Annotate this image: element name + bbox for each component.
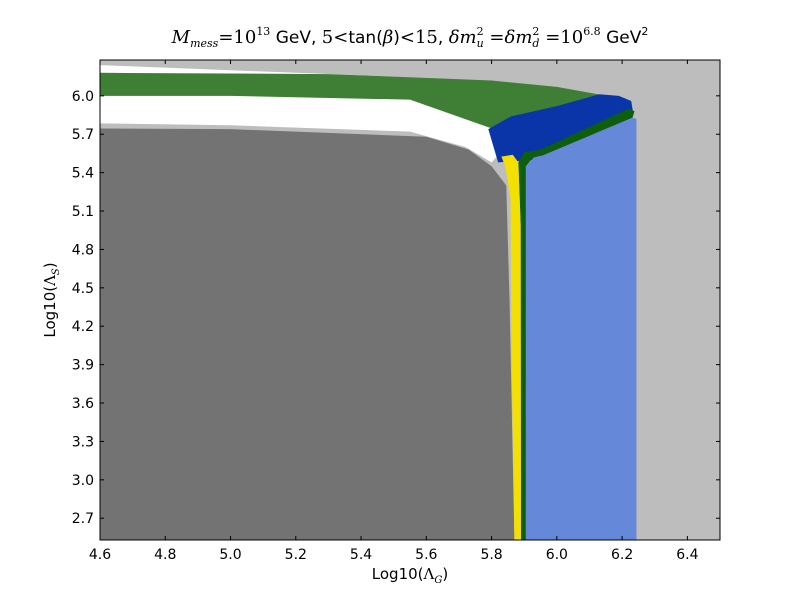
data-regions: [100, 65, 637, 540]
y-axis-label: Log10(ΛS): [41, 262, 62, 337]
x-tick-label: 4.8: [154, 547, 176, 563]
title-gev-one: GeV,: [270, 28, 321, 48]
title-mess-symbol: M: [171, 27, 191, 48]
title-dmd: δm: [505, 27, 533, 48]
region-dark-green-band: [518, 108, 635, 540]
y-axis-ticks: 2.7 3.0 3.3 3.6 3.9 4.2 4.5 4.8 5.1 5.4 5.7 6.0: [72, 89, 720, 527]
y-tick-label: 6.0: [72, 89, 94, 105]
title-exp-one: 13: [256, 25, 270, 38]
region-yellow-band: [501, 154, 521, 540]
y-axis-label-symbol: Λ: [41, 275, 59, 287]
title-mess-subscript: mess: [190, 37, 219, 50]
y-tick-label: 2.7: [72, 511, 94, 527]
x-tick-label: 4.6: [89, 547, 111, 563]
plot-frame: [99, 59, 721, 541]
y-tick-label: 3.9: [72, 358, 94, 374]
title-dmu: δm: [449, 27, 477, 48]
x-tick-label: 6.2: [611, 547, 633, 563]
region-dark-blue-region: [488, 94, 633, 163]
title-tan-word: tan(: [348, 28, 383, 48]
y-tick-label: 3.6: [72, 396, 94, 412]
title-dmu-subscript: u: [477, 37, 484, 50]
y-tick-label: 5.1: [72, 204, 94, 220]
x-axis-ticks: 4.6 4.8 5.0 5.2 5.4 5.6 5.8 6.0 6.2 6.4: [89, 60, 699, 563]
title-eq-two: =: [484, 27, 505, 48]
title-eq-three: =10: [539, 27, 583, 48]
x-axis-label-subscript: G: [434, 575, 442, 586]
y-axis-label-prefix: Log10(: [41, 286, 59, 338]
title-lt-one: <: [333, 27, 348, 48]
x-tick-label: 6.4: [676, 547, 698, 563]
title-dmd-superscript: 2: [532, 25, 539, 38]
title-gev-two: GeV: [601, 28, 642, 48]
y-tick-label: 4.2: [72, 319, 94, 335]
title-gev-two-superscript: 2: [641, 25, 648, 38]
x-axis-label-suffix: ): [442, 565, 448, 583]
title-lt-two: <: [400, 27, 415, 48]
y-axis-label-subscript: S: [51, 268, 62, 275]
y-tick-label: 4.5: [72, 281, 94, 297]
x-tick-label: 5.0: [219, 547, 241, 563]
title-beta: β: [382, 27, 393, 48]
y-tick-label: 3.0: [72, 473, 94, 489]
title-exp-two: 6.8: [583, 25, 601, 38]
title-eq-one: =10: [218, 27, 256, 48]
title-comma: ,: [438, 28, 449, 48]
x-axis-label-symbol: Λ: [423, 565, 435, 583]
x-axis-label-prefix: Log10(: [372, 565, 424, 583]
y-tick-label: 5.7: [72, 127, 94, 143]
title-five: 5: [322, 27, 333, 48]
title-fifteen: 15: [415, 27, 438, 48]
region-dark-gray-region: [100, 128, 515, 540]
x-tick-label: 5.6: [415, 547, 437, 563]
y-tick-label: 5.4: [72, 166, 94, 182]
x-axis-label: Log10(ΛG): [372, 565, 448, 586]
title-tan-close: ): [393, 28, 400, 48]
region-light-blue-region: [525, 117, 637, 540]
y-axis-label-suffix: ): [41, 262, 59, 268]
chart-title: Mmess=1013 GeV, 5<tan(β)<15, δm2 u =δm2 d …: [171, 25, 649, 50]
x-tick-label: 6.0: [546, 547, 568, 563]
y-tick-label: 3.3: [72, 434, 94, 450]
y-tick-label: 4.8: [72, 242, 94, 258]
x-tick-label: 5.4: [350, 547, 372, 563]
x-tick-label: 5.2: [285, 547, 307, 563]
x-tick-label: 5.8: [480, 547, 502, 563]
title-dmd-subscript: d: [532, 37, 539, 50]
title-dmu-superscript: 2: [477, 25, 484, 38]
region-green-region: [100, 72, 633, 140]
